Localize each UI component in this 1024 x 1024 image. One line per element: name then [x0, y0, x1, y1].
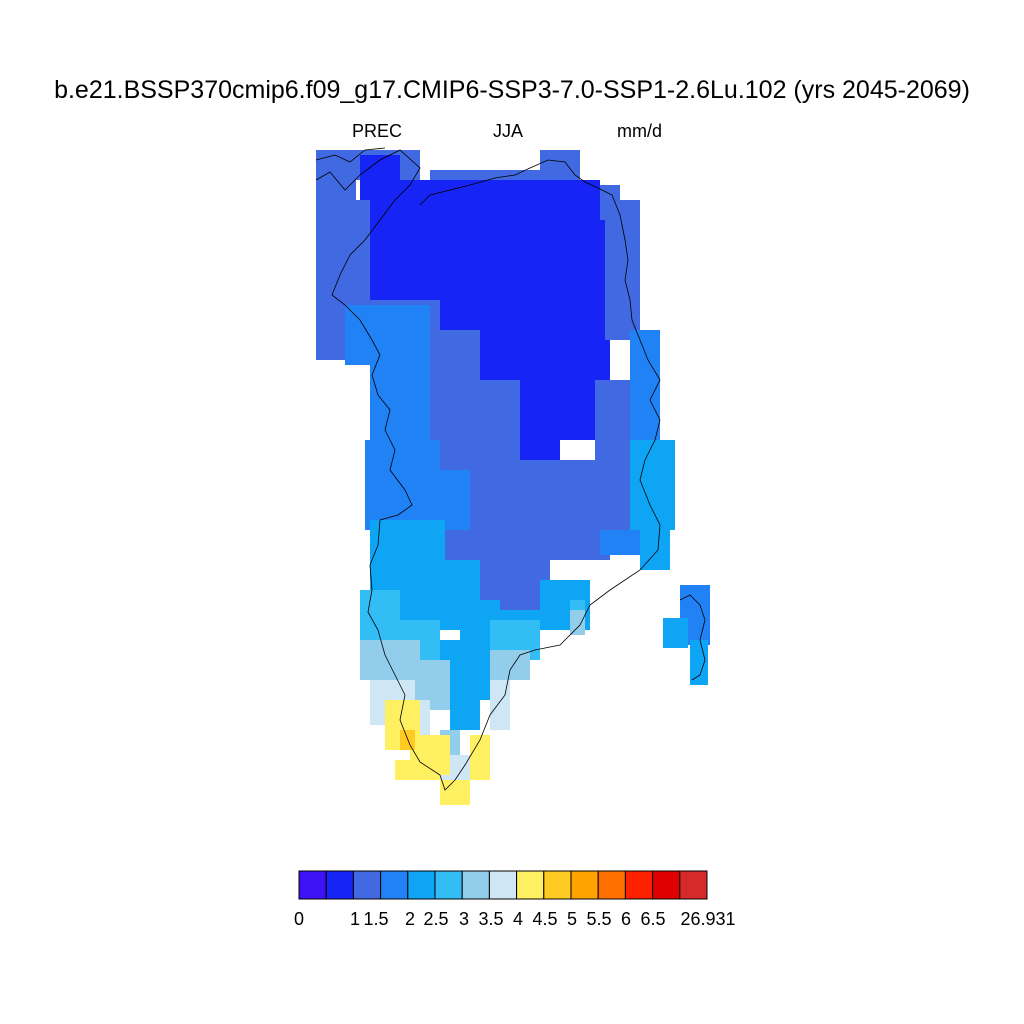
- map-cell: [420, 190, 540, 230]
- northwest-coastline: [315, 147, 386, 163]
- colorbar-box-12: [624, 870, 654, 900]
- colorbar-label-13: 26.931: [680, 909, 735, 929]
- colorbar-label-2: 1.5: [363, 909, 388, 929]
- map-cell: [395, 760, 440, 780]
- season-label: JJA: [493, 121, 524, 141]
- colorbar-label-4: 2.5: [423, 909, 448, 929]
- map-cells: [316, 150, 710, 805]
- colorbar-box-6: [461, 870, 490, 900]
- colorbar-label-6: 3.5: [478, 909, 503, 929]
- map-cell: [520, 420, 560, 465]
- map-cell: [690, 640, 708, 685]
- colorbar-box-8: [516, 870, 545, 900]
- colorbar-box-0: [298, 870, 327, 900]
- variable-label: PREC: [352, 121, 403, 141]
- colorbar-box-4: [407, 870, 436, 900]
- colorbar-label-1: 1: [350, 909, 360, 929]
- map-cell: [490, 680, 510, 730]
- colorbar-box-2: [352, 870, 382, 900]
- colorbar-box-13: [652, 870, 681, 900]
- colorbar-box-10: [570, 870, 599, 900]
- colorbar-label-0: 0: [294, 909, 304, 929]
- colorbar-label-11: 6: [621, 909, 631, 929]
- colorbar-box-3: [380, 870, 409, 900]
- colorbar-label-5: 3: [459, 909, 469, 929]
- map-cell: [470, 735, 490, 780]
- map-cell: [490, 650, 530, 680]
- island-coastline: [679, 594, 706, 681]
- map-cell: [510, 500, 610, 560]
- greenland-coastline: [315, 149, 661, 791]
- map-cell: [440, 780, 470, 805]
- colorbar-label-3: 2: [405, 909, 415, 929]
- colorbar-label-9: 5: [567, 909, 577, 929]
- colorbar-label-12: 6.5: [640, 909, 665, 929]
- map-cell: [640, 520, 670, 570]
- map-cell: [663, 618, 688, 648]
- colorbar-label-10: 5.5: [586, 909, 611, 929]
- colorbar-box-5: [434, 870, 463, 900]
- colorbar-boxes: [298, 870, 708, 900]
- colorbar-box-11: [597, 870, 626, 900]
- units-label: mm/d: [617, 121, 662, 141]
- colorbar-box-1: [325, 870, 354, 900]
- colorbar-labels: 0 1 1.5 2 2.5 3 3.5 4 4.5 5 5.5 6 6.5 26.931: [294, 909, 736, 929]
- map-cell: [400, 730, 415, 750]
- colorbar-label-8: 4.5: [532, 909, 557, 929]
- colorbar-box-14: [679, 870, 708, 900]
- map-cell: [345, 305, 430, 365]
- colorbar-label-7: 4: [513, 909, 523, 929]
- colorbar-box-7: [488, 870, 518, 900]
- map-cell: [570, 610, 585, 635]
- map-cell: [450, 690, 480, 730]
- colorbar-box-9: [543, 870, 572, 900]
- map-title: b.e21.BSSP370cmip6.f09_g17.CMIP6-SSP3-7.…: [54, 76, 970, 104]
- map-cell: [630, 440, 675, 530]
